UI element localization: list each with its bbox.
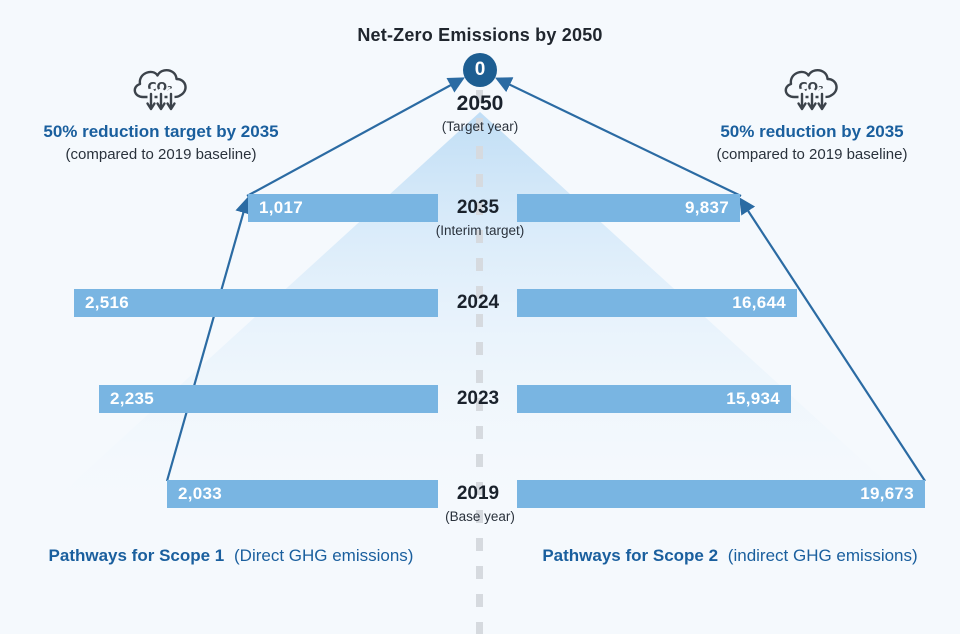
year-label-2019: 2019 [456,483,500,504]
scope1-bar-2023: 2,235 [99,385,438,413]
net-zero-circle: 0 [463,53,497,87]
bar-value: 2,033 [178,484,223,503]
bar-value: 2,516 [85,293,130,312]
scope1-footer-rest: (Direct GHG emissions) [234,546,414,565]
target-year-sublabel: (Target year) [441,119,519,134]
scope2-footer-label: Pathways for Scope 2 (indirect GHG emiss… [500,546,960,566]
scope2-bar-2035: 9,837 [517,194,740,222]
scope2-annotation: CO₂ 50% reduction by 2035 (compared to 2… [661,57,960,163]
scope1-bar-2035: 1,017 [248,194,438,222]
scope2-baseline-note: (compared to 2019 baseline) [716,146,908,164]
scope2-path-2019-2035 [739,197,926,482]
scope1-path-2019-2035 [165,196,252,482]
bar-value: 15,934 [726,389,780,408]
bar-value: 19,673 [860,484,914,503]
down-arrows [146,88,176,113]
year-label-2023: 2023 [456,388,500,409]
co2-cloud-icon: CO₂ [133,69,187,113]
bar-value: 16,644 [732,293,786,312]
scope2-bar-2024: 16,644 [517,289,797,317]
scope2-reduction-target: 50% reduction by 2035 [720,122,904,141]
scope2-footer-rest: (indirect GHG emissions) [727,546,918,565]
scope1-bar-2019: 2,033 [167,480,438,508]
year-label-2035: 2035 [456,197,500,218]
down-arrows [797,88,827,113]
chart-title: Net-Zero Emissions by 2050 [357,25,603,45]
scope1-baseline-note: (compared to 2019 baseline) [65,146,257,164]
bar-value: 9,837 [684,198,729,217]
year-sublabel-2019: (Base year) [445,509,515,524]
scope1-reduction-target: 50% reduction target by 2035 [43,122,279,141]
scope2-footer-bold: Pathways for Scope 2 [542,546,719,565]
year-sublabel-2035: (Interim target) [435,223,525,238]
target-year-label: 2050 [456,92,504,115]
scope1-footer-bold: Pathways for Scope 1 [48,546,225,565]
scope1-footer-label: Pathways for Scope 1 (Direct GHG emissio… [0,546,462,566]
year-label-2024: 2024 [456,292,500,313]
scope2-bar-2023: 15,934 [517,385,791,413]
scope2-path-2035-2050 [495,77,742,197]
scope2-bar-2019: 19,673 [517,480,925,508]
co2-cloud-icon: CO₂ [784,69,838,113]
scope1-bar-2024: 2,516 [74,289,438,317]
scope1-path-2035-2050 [246,77,465,197]
bar-value: 1,017 [259,198,304,217]
bar-value: 2,235 [110,389,155,408]
scope1-annotation: CO₂ 50% reduction target by 2035 (compar… [10,57,312,163]
